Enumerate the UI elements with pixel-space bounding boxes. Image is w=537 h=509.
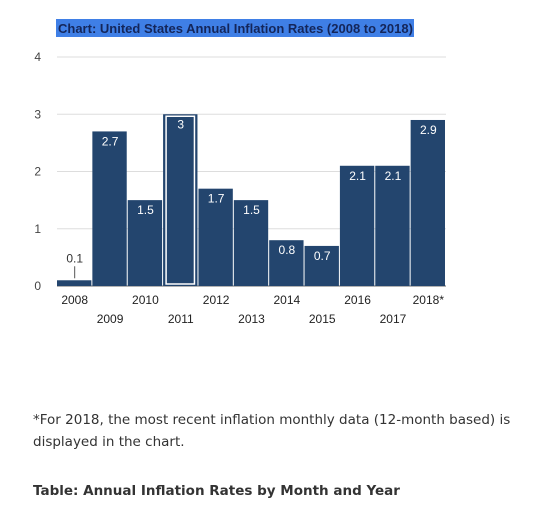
bar [127, 200, 163, 286]
footnote: *For 2018, the most recent inflation mon… [33, 412, 511, 450]
x-tick-label: 2015 [309, 312, 336, 326]
table-title: Table: Annual Inflation Rates by Month a… [33, 483, 400, 499]
x-tick-label: 2018* [413, 293, 445, 307]
bar-value-label: 1.5 [243, 203, 260, 217]
x-tick-label: 2017 [380, 312, 407, 326]
bar [57, 280, 92, 286]
bar-value-label: 1.7 [208, 192, 225, 206]
x-tick-label: 2014 [274, 293, 301, 307]
bar [92, 131, 127, 286]
bars: 0.1 2.7 1.5 3 1.7 1.5 0.8 0.7 2.1 2.1 2.9 [57, 114, 445, 286]
y-axis: 0 1 2 3 4 [34, 50, 41, 293]
x-tick-label: 2011 [168, 312, 194, 326]
bar [198, 188, 233, 286]
bar-value-label: 1.5 [137, 203, 154, 217]
bar [410, 119, 445, 286]
x-tick-label: 2013 [238, 312, 265, 326]
bar-value-label: 2.7 [102, 134, 119, 148]
bar [375, 165, 410, 286]
bar-value-label: 3 [177, 117, 184, 131]
bar [339, 165, 375, 286]
chart-title-highlight [56, 19, 414, 37]
bar [163, 114, 198, 286]
bar-highlight-outline [165, 115, 196, 285]
bar-value-label: 2.1 [385, 169, 402, 183]
y-tick-label: 0 [34, 279, 41, 293]
inflation-chart: Chart: United States Annual Inflation Ra… [34, 19, 446, 326]
bar [233, 200, 269, 286]
y-tick-label: 3 [34, 107, 41, 121]
y-tick-label: 4 [34, 50, 41, 64]
bar-value-label: 2.9 [420, 123, 437, 137]
bar-value-label: 0.8 [279, 243, 296, 257]
x-tick-label: 2016 [344, 293, 371, 307]
bar-value-label: 2.1 [349, 169, 366, 183]
x-axis: 2008 2009 2010 2011 2012 2013 2014 2015 2016 2017… [61, 293, 444, 326]
y-tick-label: 1 [34, 222, 41, 236]
x-tick-label: 2010 [132, 293, 159, 307]
bar-value-label: 0.1 [66, 251, 83, 265]
bar [304, 245, 339, 286]
x-tick-label: 2008 [61, 293, 88, 307]
x-tick-label: 2012 [203, 293, 230, 307]
x-tick-label: 2009 [97, 312, 124, 326]
chart-title: Chart: United States Annual Inflation Ra… [58, 21, 413, 36]
bar-value-label: 0.7 [314, 249, 331, 263]
bar [269, 240, 304, 286]
y-tick-label: 2 [34, 165, 41, 179]
